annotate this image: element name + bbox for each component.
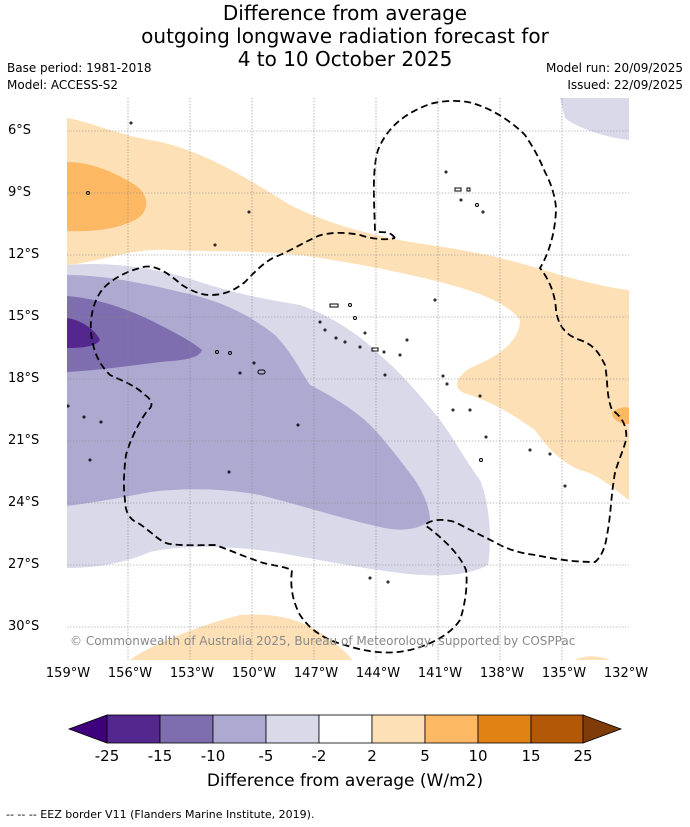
colorbar-label: 25 xyxy=(573,747,593,765)
colorbar-bin-4 xyxy=(265,714,320,744)
y-tick-label: 30°S xyxy=(8,619,40,634)
colorbar-label: 10 xyxy=(468,747,488,765)
colorbar-title: Difference from average (W/m2) xyxy=(206,771,484,791)
meta-left: Base period: 1981-2018 Model: ACCESS-S2 xyxy=(7,60,152,94)
colorbar-extend-low xyxy=(67,714,108,744)
issued-date: Issued: 22/09/2025 xyxy=(567,78,683,92)
colorbar-bin-3 xyxy=(212,714,267,744)
model-run: Model run: 20/09/2025 xyxy=(545,61,683,75)
anomaly-region-positive-east xyxy=(612,407,629,424)
eez-border-french-polynesia xyxy=(89,99,628,654)
title-line-2: outgoing longwave radiation forecast for xyxy=(141,24,549,48)
colorbar-label: 15 xyxy=(521,747,541,765)
anomaly-region-negative-strongest xyxy=(67,318,100,348)
title-line-3: 4 to 10 October 2025 xyxy=(237,47,453,71)
colorbar-bin-7 xyxy=(424,714,479,744)
x-tick-label: 141°W xyxy=(417,666,463,681)
map-gridlines xyxy=(67,98,629,660)
x-tick-label: 135°W xyxy=(541,666,587,681)
x-tick-label: 159°W xyxy=(45,666,91,681)
colorbar-bin-9 xyxy=(530,714,584,744)
x-tick-label: 144°W xyxy=(355,666,401,681)
colorbar-bin-1 xyxy=(106,714,161,744)
islands xyxy=(67,121,567,584)
colorbar-label: 2 xyxy=(367,747,377,765)
anomaly-region-positive-northeast xyxy=(560,98,629,140)
model-name: Model: ACCESS-S2 xyxy=(7,78,119,92)
eez-legend-footer: -- -- -- EEZ border V11 (Flanders Marine… xyxy=(6,808,315,821)
x-tick-label: 132°W xyxy=(603,666,649,681)
anomaly-region-positive-west-strong xyxy=(67,162,147,232)
y-tick-label: 24°S xyxy=(8,495,40,510)
colorbar-label: -5 xyxy=(258,747,274,765)
x-tick-label: 147°W xyxy=(293,666,339,681)
colorbar-label: -25 xyxy=(94,747,120,765)
anomaly-region-positive-north xyxy=(67,118,629,500)
y-tick-label: 12°S xyxy=(8,247,40,262)
meta-right: Model run: 20/09/2025 Issued: 22/09/2025 xyxy=(546,60,683,94)
y-tick-label: 27°S xyxy=(8,557,40,572)
eez-borders xyxy=(89,99,628,654)
anomaly-region-negative-strong xyxy=(67,296,202,372)
colorbar-extend-high xyxy=(582,714,623,744)
colorbar-label: -2 xyxy=(311,747,327,765)
x-tick-label: 153°W xyxy=(169,666,215,681)
anomaly-region-positive-south-east xyxy=(575,656,610,660)
colorbar-bin-8 xyxy=(477,714,532,744)
y-tick-label: 21°S xyxy=(8,433,40,448)
x-tick-label: 156°W xyxy=(107,666,153,681)
colorbar-bin-5 xyxy=(318,714,373,744)
colorbar-bin-6 xyxy=(371,714,426,744)
y-tick-label: 6°S xyxy=(8,123,32,138)
map-plot-area xyxy=(67,98,629,660)
colorbar xyxy=(67,714,623,744)
x-tick-label: 150°W xyxy=(231,666,277,681)
y-tick-label: 15°S xyxy=(8,309,40,324)
y-tick-label: 18°S xyxy=(8,371,40,386)
x-tick-label: 138°W xyxy=(479,666,525,681)
base-period: Base period: 1981-2018 xyxy=(7,61,152,75)
copyright-notice: © Commonwealth of Australia 2025, Bureau… xyxy=(70,634,576,648)
y-tick-label: 9°S xyxy=(8,185,32,200)
map-title: Difference from average outgoing longwav… xyxy=(0,2,690,71)
title-line-1: Difference from average xyxy=(222,1,468,25)
colorbar-label: -15 xyxy=(147,747,173,765)
colorbar-bin-2 xyxy=(159,714,214,744)
colorbar-label: -10 xyxy=(200,747,226,765)
anomaly-region-positive-south xyxy=(130,614,352,660)
colorbar-label: 5 xyxy=(420,747,430,765)
